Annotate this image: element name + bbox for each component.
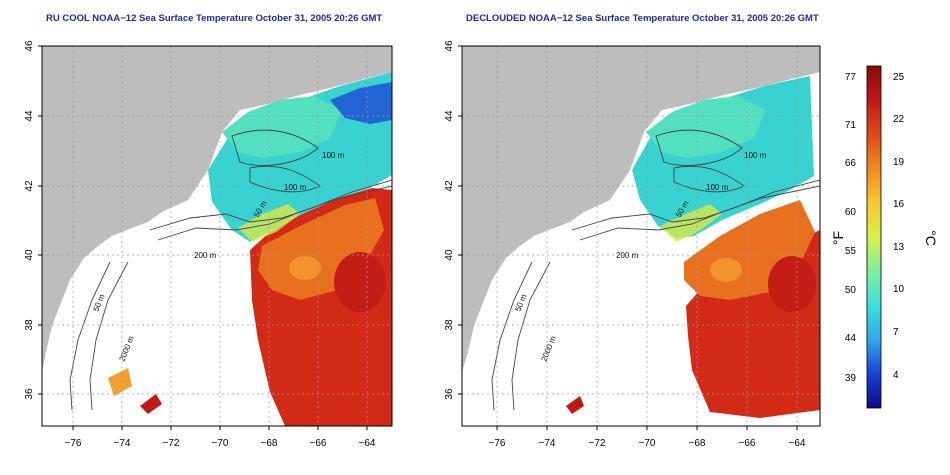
graticule <box>462 46 820 426</box>
isobath-50m <box>69 261 111 411</box>
isobath-100m-outer <box>249 165 321 193</box>
lat-tick-label: 46 <box>444 40 455 52</box>
southern-red-patch <box>140 394 162 414</box>
right-map-frame <box>461 45 821 427</box>
right-map: 100 m 100 m 50 m 200 m 50 m 2000 m −76 −… <box>444 40 821 449</box>
contour-label: 100 m <box>284 183 307 192</box>
isobath-100m-inner <box>655 129 743 166</box>
lat-tick-label: 42 <box>24 180 35 192</box>
lon-tick-label: −76 <box>65 438 82 449</box>
contour-label: 100 m <box>706 183 729 192</box>
slope-water <box>632 76 814 238</box>
lon-tick-label: −64 <box>789 438 806 449</box>
contour-label: 200 m <box>194 251 217 260</box>
gulf-of-maine-water <box>222 96 342 158</box>
left-lat-labels: 46 44 42 40 38 36 <box>24 40 35 400</box>
colorbar: 77 71 66 60 55 50 44 39 25 22 19 16 13 1… <box>830 65 939 409</box>
southern-red-patch <box>566 396 584 414</box>
lon-tick-label: −72 <box>163 438 180 449</box>
celsius-tick-label: 22 <box>893 114 905 125</box>
fahrenheit-tick-label: 71 <box>845 120 857 131</box>
lon-tick-label: −66 <box>310 438 327 449</box>
lon-tick-label: −64 <box>359 438 376 449</box>
fahrenheit-tick-label: 50 <box>845 285 857 296</box>
fahrenheit-tick-label: 44 <box>845 333 857 344</box>
lon-tick-label: −72 <box>589 438 606 449</box>
lat-tick-label: 42 <box>444 180 455 192</box>
celsius-tick-label: 13 <box>893 242 905 253</box>
celsius-ticks: 25 22 19 16 13 10 7 4 <box>893 72 905 381</box>
right-lat-labels: 46 44 42 40 38 36 <box>444 40 455 400</box>
land-mass <box>42 46 392 372</box>
graticule <box>42 46 392 426</box>
isobath-100m-inner <box>231 129 319 166</box>
lat-tick-label: 40 <box>24 249 35 261</box>
lon-tick-label: −70 <box>639 438 656 449</box>
inner-eddy <box>289 256 321 280</box>
lon-tick-label: −74 <box>114 438 131 449</box>
lon-tick-label: −66 <box>739 438 756 449</box>
fahrenheit-ticks: 77 71 66 60 55 50 44 39 <box>845 72 857 384</box>
isobath-2000m <box>89 261 129 411</box>
inner-eddy <box>710 258 742 282</box>
celsius-tick-label: 7 <box>893 327 899 338</box>
fahrenheit-tick-label: 55 <box>845 246 857 257</box>
left-map-frame <box>41 45 393 427</box>
contour-label: 100 m <box>744 151 767 160</box>
left-axis-ticks <box>38 45 368 430</box>
celsius-unit-label: °C <box>923 230 939 246</box>
land-mass <box>462 46 820 372</box>
celsius-tick-label: 19 <box>893 157 905 168</box>
lat-tick-label: 36 <box>24 388 35 400</box>
gulf-of-maine-water <box>646 96 766 158</box>
celsius-tick-label: 16 <box>893 199 905 210</box>
right-axis-ticks <box>458 45 798 430</box>
warm-core-eddy <box>768 256 816 312</box>
lat-tick-label: 36 <box>444 388 455 400</box>
cold-shelf-patch <box>330 82 392 124</box>
celsius-tick-label: 25 <box>893 72 905 83</box>
lat-tick-label: 44 <box>444 110 455 122</box>
celsius-tick-label: 10 <box>893 284 905 295</box>
left-panel-title: RU COOL NOAA−12 Sea Surface Temperature … <box>46 13 383 24</box>
isobath-2000m-north <box>157 185 392 241</box>
lon-tick-label: −76 <box>489 438 506 449</box>
lat-tick-label: 44 <box>24 110 35 122</box>
lon-tick-label: −74 <box>539 438 556 449</box>
left-lon-labels: −76 −74 −72 −70 −68 −66 −64 <box>65 438 376 449</box>
lat-tick-label: 38 <box>24 319 35 331</box>
isobath-200m <box>571 179 820 231</box>
colorbar-frame <box>866 65 882 409</box>
isobath-2000m <box>511 261 551 411</box>
isobath-2000m-north <box>579 185 820 241</box>
lat-tick-label: 38 <box>444 319 455 331</box>
isobath-50m <box>491 261 533 411</box>
isobath-200m <box>149 179 392 231</box>
lon-tick-label: −70 <box>212 438 229 449</box>
fahrenheit-tick-label: 60 <box>845 207 857 218</box>
lat-tick-label: 40 <box>444 249 455 261</box>
isobaths <box>491 129 820 411</box>
contour-label: 100 m <box>322 151 345 160</box>
fahrenheit-tick-label: 77 <box>845 72 857 83</box>
southern-warm-patch <box>108 368 132 396</box>
right-panel-title: DECLOUDED NOAA−12 Sea Surface Temperatur… <box>466 13 819 24</box>
left-map: 100 m 100 m 50 m 200 m 50 m 2000 m −76 −… <box>24 40 393 449</box>
isobaths <box>69 129 392 411</box>
lon-tick-label: −68 <box>689 438 706 449</box>
right-lon-labels: −76 −74 −72 −70 −68 −66 −64 <box>489 438 806 449</box>
warm-core-eddy <box>334 252 386 312</box>
fahrenheit-unit-label: °F <box>830 231 846 245</box>
yellow-front <box>660 204 722 242</box>
celsius-tick-label: 4 <box>893 370 899 381</box>
contour-label: 200 m <box>616 251 639 260</box>
fahrenheit-tick-label: 66 <box>845 158 857 169</box>
lon-tick-label: −68 <box>261 438 278 449</box>
lat-tick-label: 46 <box>24 40 35 52</box>
colorbar-gradient <box>867 66 881 408</box>
fahrenheit-tick-label: 39 <box>845 373 857 384</box>
